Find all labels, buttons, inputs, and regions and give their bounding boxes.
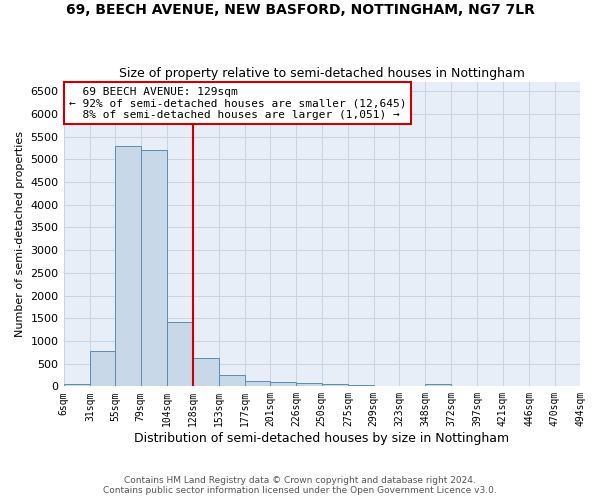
Bar: [425, 384, 451, 386]
Bar: [193, 358, 219, 386]
Title: Size of property relative to semi-detached houses in Nottingham: Size of property relative to semi-detach…: [119, 66, 525, 80]
Bar: [115, 146, 141, 386]
X-axis label: Distribution of semi-detached houses by size in Nottingham: Distribution of semi-detached houses by …: [134, 432, 509, 445]
Bar: [245, 381, 270, 386]
Text: 69 BEECH AVENUE: 129sqm
← 92% of semi-detached houses are smaller (12,645)
  8% : 69 BEECH AVENUE: 129sqm ← 92% of semi-de…: [69, 86, 406, 120]
Bar: [64, 384, 90, 386]
Bar: [141, 150, 167, 386]
Bar: [296, 384, 322, 386]
Y-axis label: Number of semi-detached properties: Number of semi-detached properties: [15, 131, 25, 337]
Bar: [90, 351, 115, 386]
Text: 69, BEECH AVENUE, NEW BASFORD, NOTTINGHAM, NG7 7LR: 69, BEECH AVENUE, NEW BASFORD, NOTTINGHA…: [65, 2, 535, 16]
Text: Contains HM Land Registry data © Crown copyright and database right 2024.
Contai: Contains HM Land Registry data © Crown c…: [103, 476, 497, 495]
Bar: [348, 384, 374, 386]
Bar: [270, 382, 296, 386]
Bar: [167, 322, 193, 386]
Bar: [322, 384, 348, 386]
Bar: [219, 376, 245, 386]
